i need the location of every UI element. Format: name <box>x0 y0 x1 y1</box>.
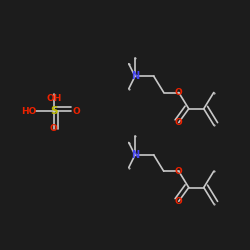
Text: N: N <box>131 150 139 160</box>
Text: O: O <box>72 107 80 116</box>
Text: OH: OH <box>46 94 62 103</box>
Text: S: S <box>50 106 58 116</box>
Text: O: O <box>175 88 182 97</box>
Text: N: N <box>131 71 139 81</box>
Text: O: O <box>175 118 182 127</box>
Text: HO: HO <box>21 107 36 116</box>
Text: O: O <box>175 167 182 176</box>
Text: O: O <box>50 124 58 133</box>
Text: O: O <box>175 197 182 206</box>
